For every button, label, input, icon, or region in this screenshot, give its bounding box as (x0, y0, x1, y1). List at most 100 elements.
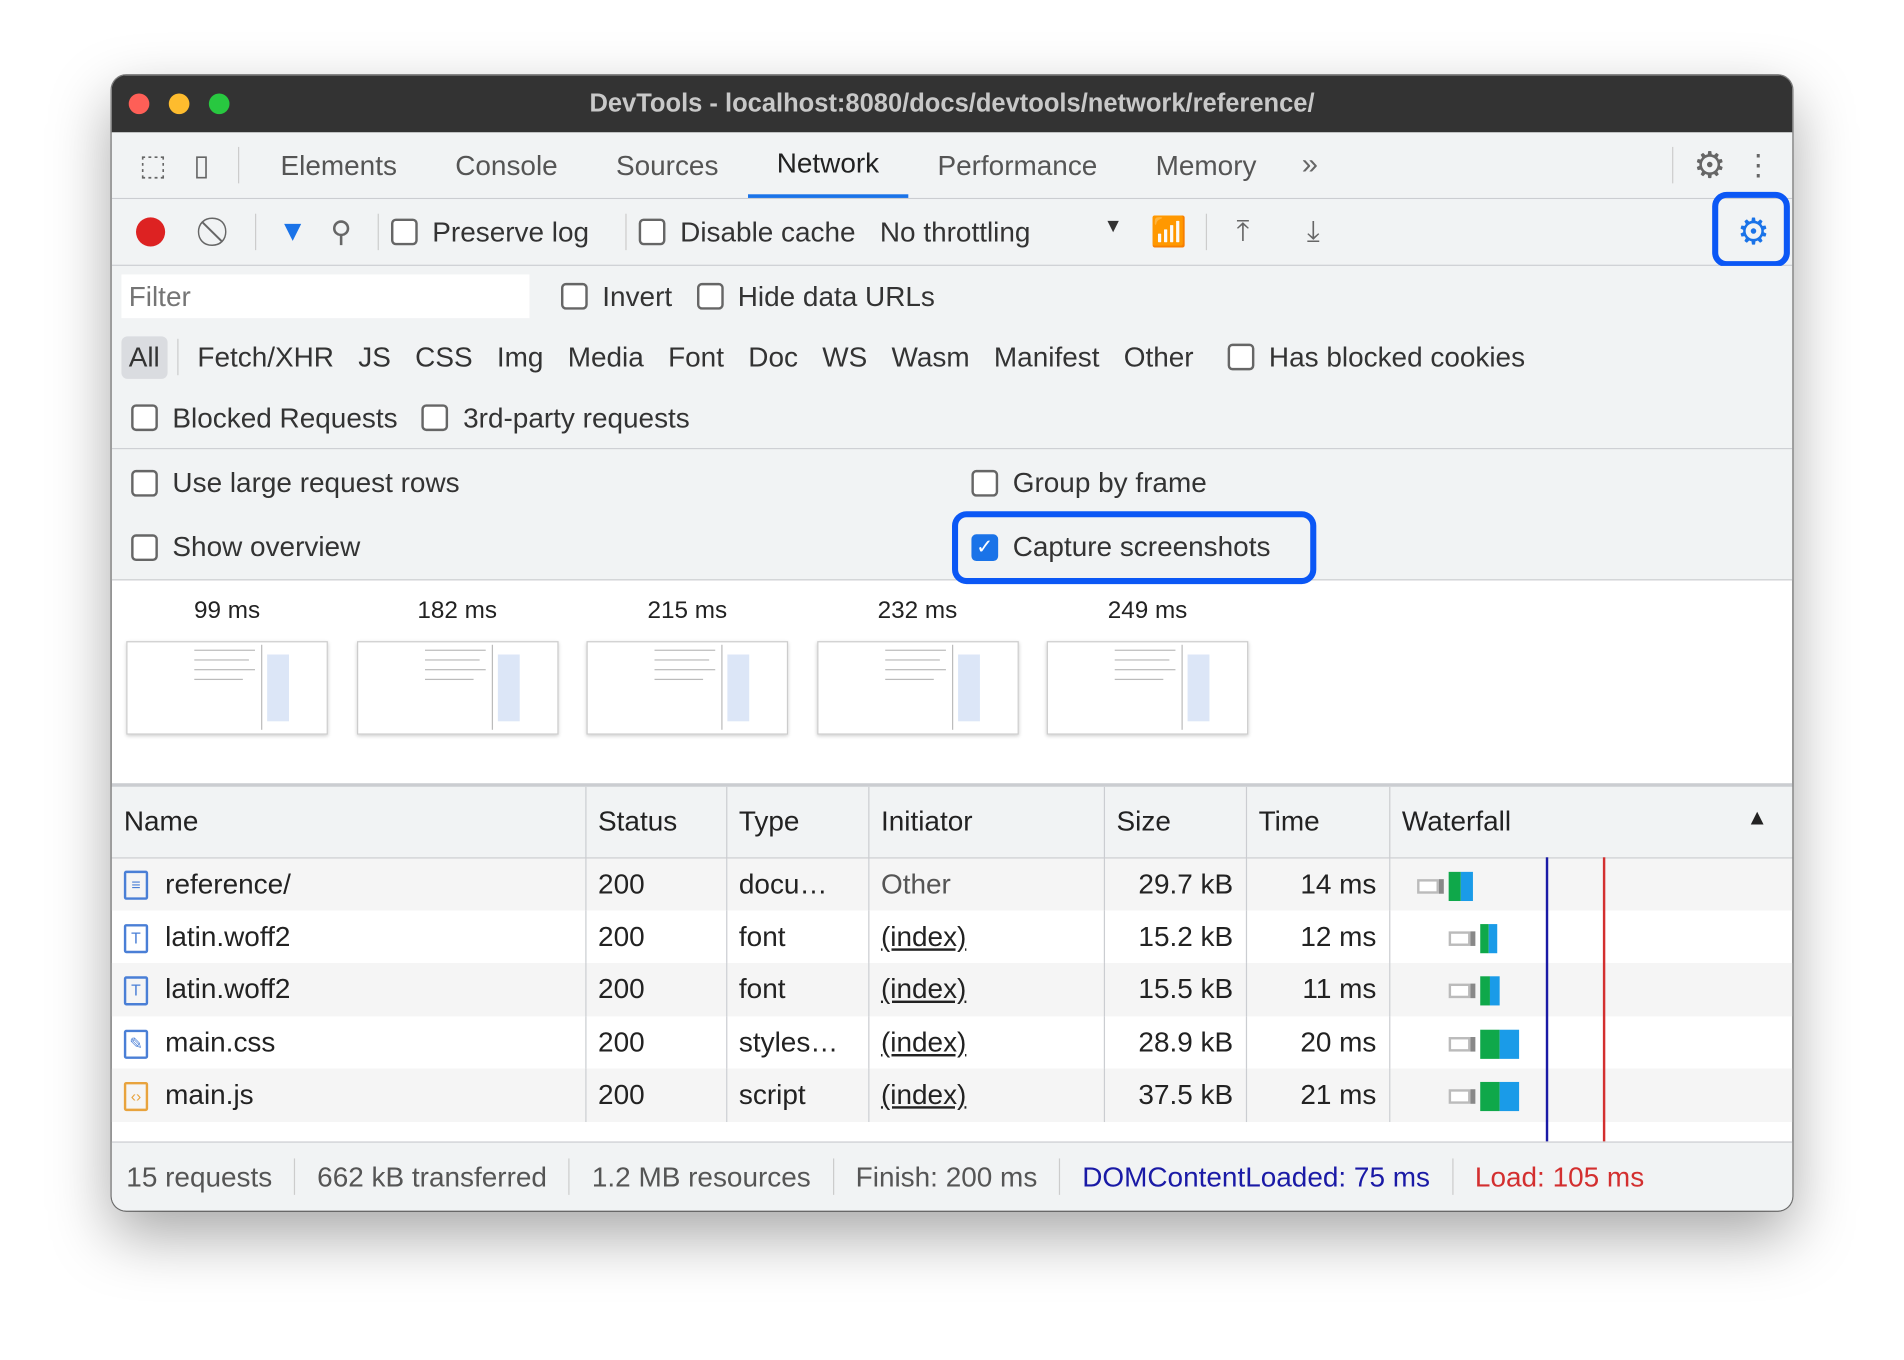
dcl-marker (1545, 857, 1549, 1142)
network-settings-gear-icon[interactable]: ⚙ (1737, 211, 1770, 252)
sort-ascending-icon: ▲ (1746, 805, 1769, 830)
size-cell: 29.7 kB (1103, 857, 1247, 911)
type-doc[interactable]: Doc (748, 340, 798, 373)
initiator-link[interactable]: (index) (880, 1025, 967, 1058)
resources: 1.2 MB resources (591, 1160, 811, 1192)
table-row[interactable]: ≡ reference/ 200 docu… Other 29.7 kB 14 m… (111, 857, 1793, 911)
column-waterfall[interactable]: Waterfall ▲ (1389, 786, 1793, 858)
initiator-cell: (index) (868, 1015, 1105, 1069)
tab-sources[interactable]: Sources (615, 148, 719, 181)
type-cell: font (726, 910, 869, 963)
inspect-element-icon[interactable]: ⬚ (139, 148, 167, 182)
status-bar: 15 requests 662 kB transferred 1.2 MB re… (111, 1141, 1793, 1211)
request-name: latin.woff2 (165, 972, 291, 1005)
screenshot-thumbnail[interactable] (816, 641, 1019, 735)
request-name: main.css (165, 1025, 276, 1058)
hide-data-urls-checkbox[interactable]: Hide data URLs (696, 280, 935, 313)
time-cell: 11 ms (1245, 962, 1390, 1016)
network-conditions-icon[interactable]: 📶 (1150, 215, 1188, 249)
type-ws[interactable]: WS (822, 340, 868, 373)
settings-pane: Use large request rows Group by frame Sh… (111, 449, 1793, 585)
type-css[interactable]: CSS (415, 340, 473, 373)
stylesheet-icon: ✎ (123, 1029, 149, 1059)
initiator-cell: (index) (868, 910, 1105, 963)
tab-performance[interactable]: Performance (937, 148, 1098, 181)
screenshot-thumbnail[interactable] (126, 641, 328, 735)
screenshot-time: 249 ms (1107, 597, 1188, 625)
waterfall-bar (1416, 871, 1473, 901)
time-cell: 14 ms (1245, 857, 1390, 911)
initiator-link[interactable]: (index) (880, 1078, 967, 1111)
invert-checkbox[interactable]: Invert (561, 280, 672, 313)
large-rows-checkbox[interactable]: Use large request rows (131, 466, 460, 499)
device-toolbar-icon[interactable]: ▯ (193, 148, 210, 182)
table-row[interactable]: ‹› main.js 200 script (index) 37.5 kB 21 … (111, 1068, 1793, 1122)
time-cell: 12 ms (1245, 910, 1390, 963)
status-cell: 200 (585, 1015, 727, 1069)
status-cell: 200 (585, 962, 727, 1016)
clear-icon[interactable]: ⃠ (194, 215, 243, 249)
column-time[interactable]: Time (1245, 786, 1390, 858)
blocked-requests-checkbox[interactable]: Blocked Requests (131, 401, 398, 434)
type-manifest[interactable]: Manifest (993, 340, 1100, 373)
screenshot-thumbnail[interactable] (1046, 641, 1249, 735)
type-cell: font (726, 962, 869, 1016)
type-font[interactable]: Font (668, 340, 724, 373)
type-other[interactable]: Other (1123, 340, 1194, 373)
disable-cache-checkbox[interactable]: Disable cache (638, 216, 856, 249)
screenshots-strip: 99 ms 182 ms 215 ms 232 ms 249 ms (111, 580, 1793, 787)
filter-icon[interactable]: ▼ (278, 214, 308, 248)
type-fetch-xhr[interactable]: Fetch/XHR (197, 340, 334, 373)
tab-memory[interactable]: Memory (1155, 148, 1257, 181)
screenshot-time: 99 ms (194, 597, 261, 625)
third-party-requests-checkbox[interactable]: 3rd-party requests (421, 401, 690, 434)
more-options-icon[interactable]: ⋮ (1743, 148, 1773, 182)
type-img[interactable]: Img (496, 340, 544, 373)
time-cell: 20 ms (1245, 1015, 1390, 1069)
column-name[interactable]: Name (111, 786, 586, 858)
has-blocked-cookies-checkbox[interactable]: Has blocked cookies (1227, 341, 1525, 374)
more-tabs-icon[interactable]: » (1301, 148, 1319, 181)
screenshot-thumbnail[interactable] (586, 641, 789, 735)
import-har-icon[interactable]: ⤒ (1236, 214, 1250, 248)
search-icon[interactable]: ⚲ (330, 215, 352, 249)
type-wasm[interactable]: Wasm (891, 340, 970, 373)
type-media[interactable]: Media (567, 340, 644, 373)
record-icon[interactable] (126, 217, 175, 247)
title-bar: DevTools - localhost:8080/docs/devtools/… (111, 75, 1793, 133)
column-size[interactable]: Size (1103, 786, 1247, 858)
size-cell: 15.5 kB (1103, 962, 1247, 1016)
preserve-log-checkbox[interactable]: Preserve log (391, 216, 589, 249)
capture-screenshots-checkbox[interactable]: ✓ Capture screenshots (971, 531, 1270, 564)
type-js[interactable]: JS (358, 340, 391, 373)
initiator-link[interactable]: (index) (880, 920, 967, 952)
minimize-button[interactable] (168, 93, 190, 115)
maximize-button[interactable] (208, 93, 230, 115)
type-all[interactable]: All (121, 335, 168, 379)
status-cell: 200 (585, 910, 727, 963)
waterfall-bar (1448, 923, 1497, 953)
type-cell: script (726, 1068, 869, 1122)
column-status[interactable]: Status (585, 786, 727, 858)
initiator-link[interactable]: (index) (880, 972, 967, 1005)
close-button[interactable] (128, 93, 150, 115)
table-row[interactable]: ✎ main.css 200 styles… (index) 28.9 kB 20… (111, 1015, 1793, 1069)
tab-network[interactable]: Network (747, 132, 909, 198)
size-cell: 28.9 kB (1103, 1015, 1247, 1069)
export-har-icon[interactable]: ⤓ (1306, 214, 1320, 248)
tab-console[interactable]: Console (455, 148, 558, 181)
settings-gear-icon[interactable]: ⚙ (1693, 145, 1727, 186)
waterfall-cell (1389, 857, 1793, 911)
group-by-frame-checkbox[interactable]: Group by frame (971, 466, 1207, 499)
tab-elements[interactable]: Elements (280, 148, 397, 181)
screenshot-thumbnail[interactable] (356, 641, 558, 735)
script-icon: ‹› (123, 1082, 149, 1112)
request-name: reference/ (165, 867, 291, 900)
filter-input[interactable] (121, 274, 530, 319)
column-initiator[interactable]: Initiator (868, 786, 1105, 858)
column-type[interactable]: Type (726, 786, 869, 858)
throttling-select[interactable]: No throttling ▼ (879, 215, 1123, 248)
show-overview-checkbox[interactable]: Show overview (131, 531, 360, 564)
